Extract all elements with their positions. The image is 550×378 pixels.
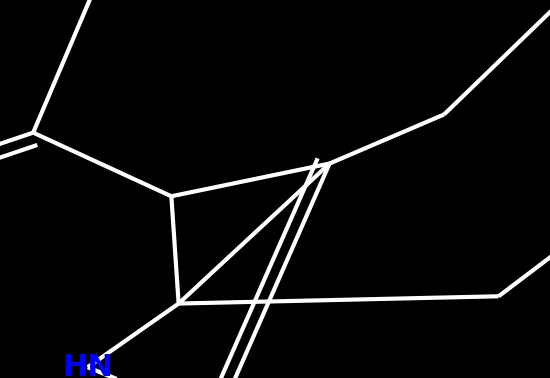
Text: HN: HN: [62, 353, 113, 378]
